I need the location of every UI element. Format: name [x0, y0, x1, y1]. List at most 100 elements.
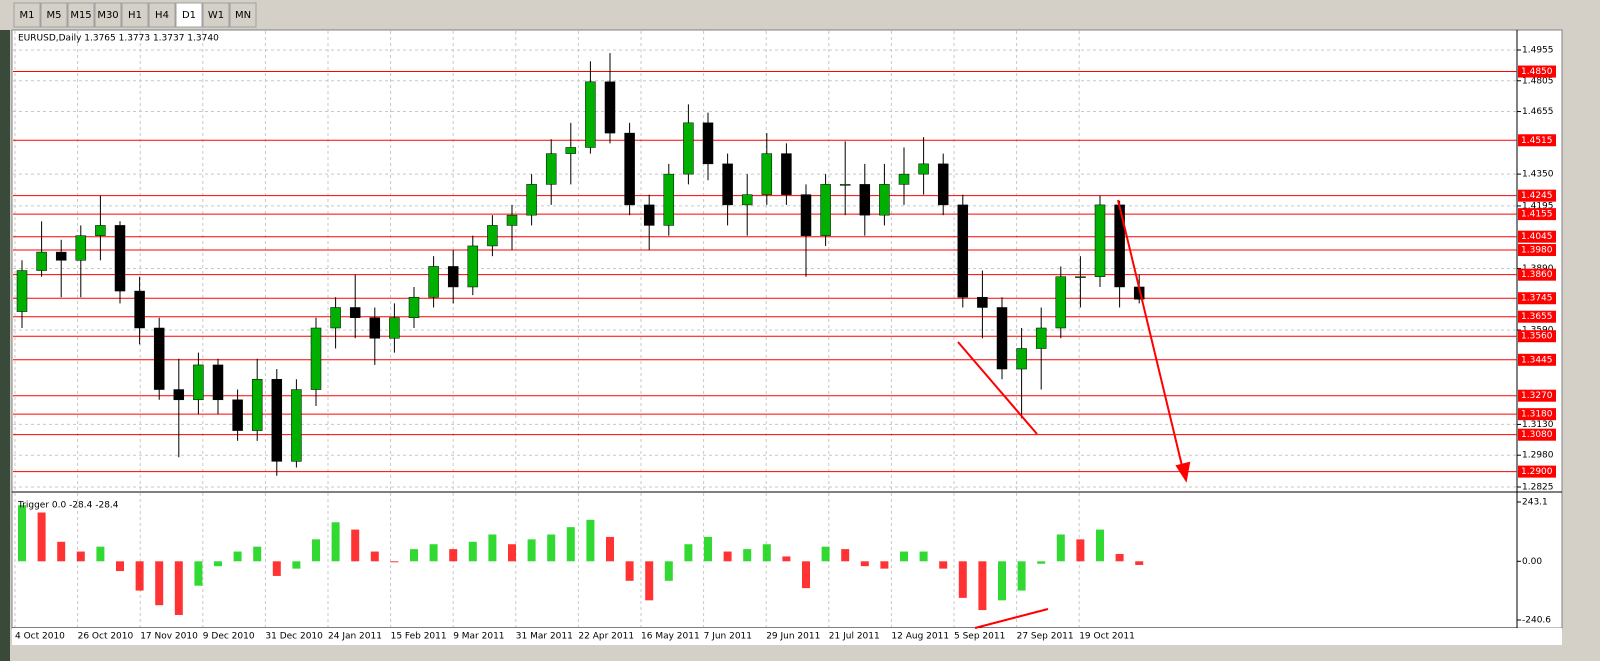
histogram-bar: [331, 522, 340, 562]
timeframe-button[interactable]: D1: [175, 2, 203, 28]
histogram-bar: [821, 546, 830, 562]
button-face: [40, 2, 68, 28]
timeframe-button[interactable]: W1: [202, 2, 230, 28]
x-tick-label: 24 Jan 2011: [328, 632, 382, 642]
candle-body: [604, 81, 616, 134]
level-label: 1.4245: [1521, 191, 1553, 201]
button-label: D1: [182, 10, 196, 21]
level-tag: [1518, 292, 1556, 305]
level-label: 1.2900: [1521, 467, 1553, 477]
histogram-bar: [233, 551, 242, 562]
histogram-bar: [1135, 561, 1144, 565]
histogram-bar: [429, 544, 438, 562]
histogram-bar: [1017, 561, 1026, 591]
level-label: 1.3745: [1521, 294, 1553, 304]
x-tick-label: 21 Jul 2011: [829, 632, 880, 642]
candle-body: [977, 296, 988, 308]
toolbar: M1 M5 M15 M30 H1 H4 D1 W1 MN: [13, 2, 257, 28]
x-tick-label: 26 Oct 2010: [78, 632, 134, 642]
timeframe-button[interactable]: M15: [67, 2, 95, 28]
level-tag: [1518, 134, 1556, 147]
histogram-bar: [1115, 553, 1124, 562]
histogram-bar: [684, 544, 693, 562]
candle-body: [291, 389, 302, 462]
histogram-bar: [978, 561, 987, 611]
x-tick-label: 15 Feb 2011: [391, 632, 447, 642]
x-tick-label: 7 Jun 2011: [704, 632, 752, 642]
candle-body: [898, 173, 910, 185]
trend-arrow: [1117, 199, 1184, 471]
button-face: [121, 2, 149, 28]
candle-body: [879, 184, 890, 216]
candle-body: [114, 225, 126, 292]
y-tick-label: -240.6: [1522, 616, 1551, 626]
timeframe-button[interactable]: M30: [94, 2, 122, 28]
timeframe-button[interactable]: H4: [148, 2, 176, 28]
histogram-bar: [919, 551, 928, 562]
histogram-bar: [135, 561, 144, 591]
chart-header: EURUSD,Daily 1.3765 1.3773 1.3737 1.3740: [18, 34, 219, 44]
candle-body: [1055, 276, 1067, 329]
candle-body: [447, 266, 459, 288]
level-tag: [1518, 65, 1556, 78]
candle-body: [702, 122, 714, 165]
level-tag: [1518, 465, 1556, 478]
candle-body: [683, 122, 694, 175]
histogram-bar: [762, 544, 771, 562]
timeframe-button[interactable]: M5: [40, 2, 68, 28]
candle-body: [1075, 276, 1086, 278]
histogram-bar: [488, 534, 497, 562]
candle-body: [428, 266, 439, 298]
timeframe-button[interactable]: H1: [121, 2, 149, 28]
candle-body: [55, 251, 67, 261]
level-label: 1.4515: [1521, 136, 1553, 146]
candle-body: [1016, 348, 1027, 370]
histogram-bar: [57, 541, 66, 562]
timeframe-button[interactable]: M1: [13, 2, 41, 28]
button-face: [13, 2, 41, 28]
timeframe-button[interactable]: MN: [229, 2, 257, 28]
button-label: M15: [70, 10, 91, 21]
level-tag: [1518, 428, 1556, 441]
candle-body: [800, 194, 812, 236]
candle-body: [859, 184, 871, 216]
candle-body: [526, 184, 537, 216]
level-label: 1.4155: [1521, 210, 1553, 220]
x-tick-label: 22 Apr 2011: [578, 632, 634, 642]
histogram-bar: [96, 546, 105, 562]
histogram-bar: [958, 561, 967, 598]
histogram-bar: [351, 529, 360, 562]
histogram-bar: [272, 561, 281, 576]
histogram-bar: [370, 551, 379, 562]
candle-body: [937, 163, 949, 206]
histogram-bar: [1076, 539, 1085, 562]
x-tick-label: 4 Oct 2010: [15, 632, 65, 642]
level-tag: [1518, 353, 1556, 366]
histogram-bar: [606, 536, 614, 562]
candle-body: [996, 307, 1008, 370]
x-tick-label: 31 Dec 2010: [265, 632, 323, 642]
histogram-bar: [116, 561, 124, 572]
chart-frame: [11, 29, 1563, 629]
level-tag: [1518, 389, 1556, 402]
level-tag: [1518, 208, 1556, 221]
histogram-bar: [900, 551, 908, 562]
candle-body: [663, 173, 675, 226]
y-tick-label: 1.4350: [1522, 170, 1554, 180]
x-tick-label: 5 Sep 2011: [954, 632, 1005, 642]
button-face: [175, 2, 203, 28]
candle-body: [389, 317, 400, 339]
level-label: 1.3180: [1521, 410, 1553, 420]
candle-body: [467, 245, 479, 288]
candle-body: [585, 81, 596, 148]
button-label: H1: [128, 10, 142, 21]
button-label: W1: [208, 10, 224, 21]
y-tick-label: 0.00: [1522, 557, 1542, 567]
x-tick-label: 27 Sep 2011: [1017, 632, 1074, 642]
candle-body: [369, 317, 381, 339]
candle-body: [839, 184, 851, 186]
trend-line: [957, 341, 1038, 435]
candle-body: [545, 153, 557, 185]
candle-body: [487, 225, 498, 247]
